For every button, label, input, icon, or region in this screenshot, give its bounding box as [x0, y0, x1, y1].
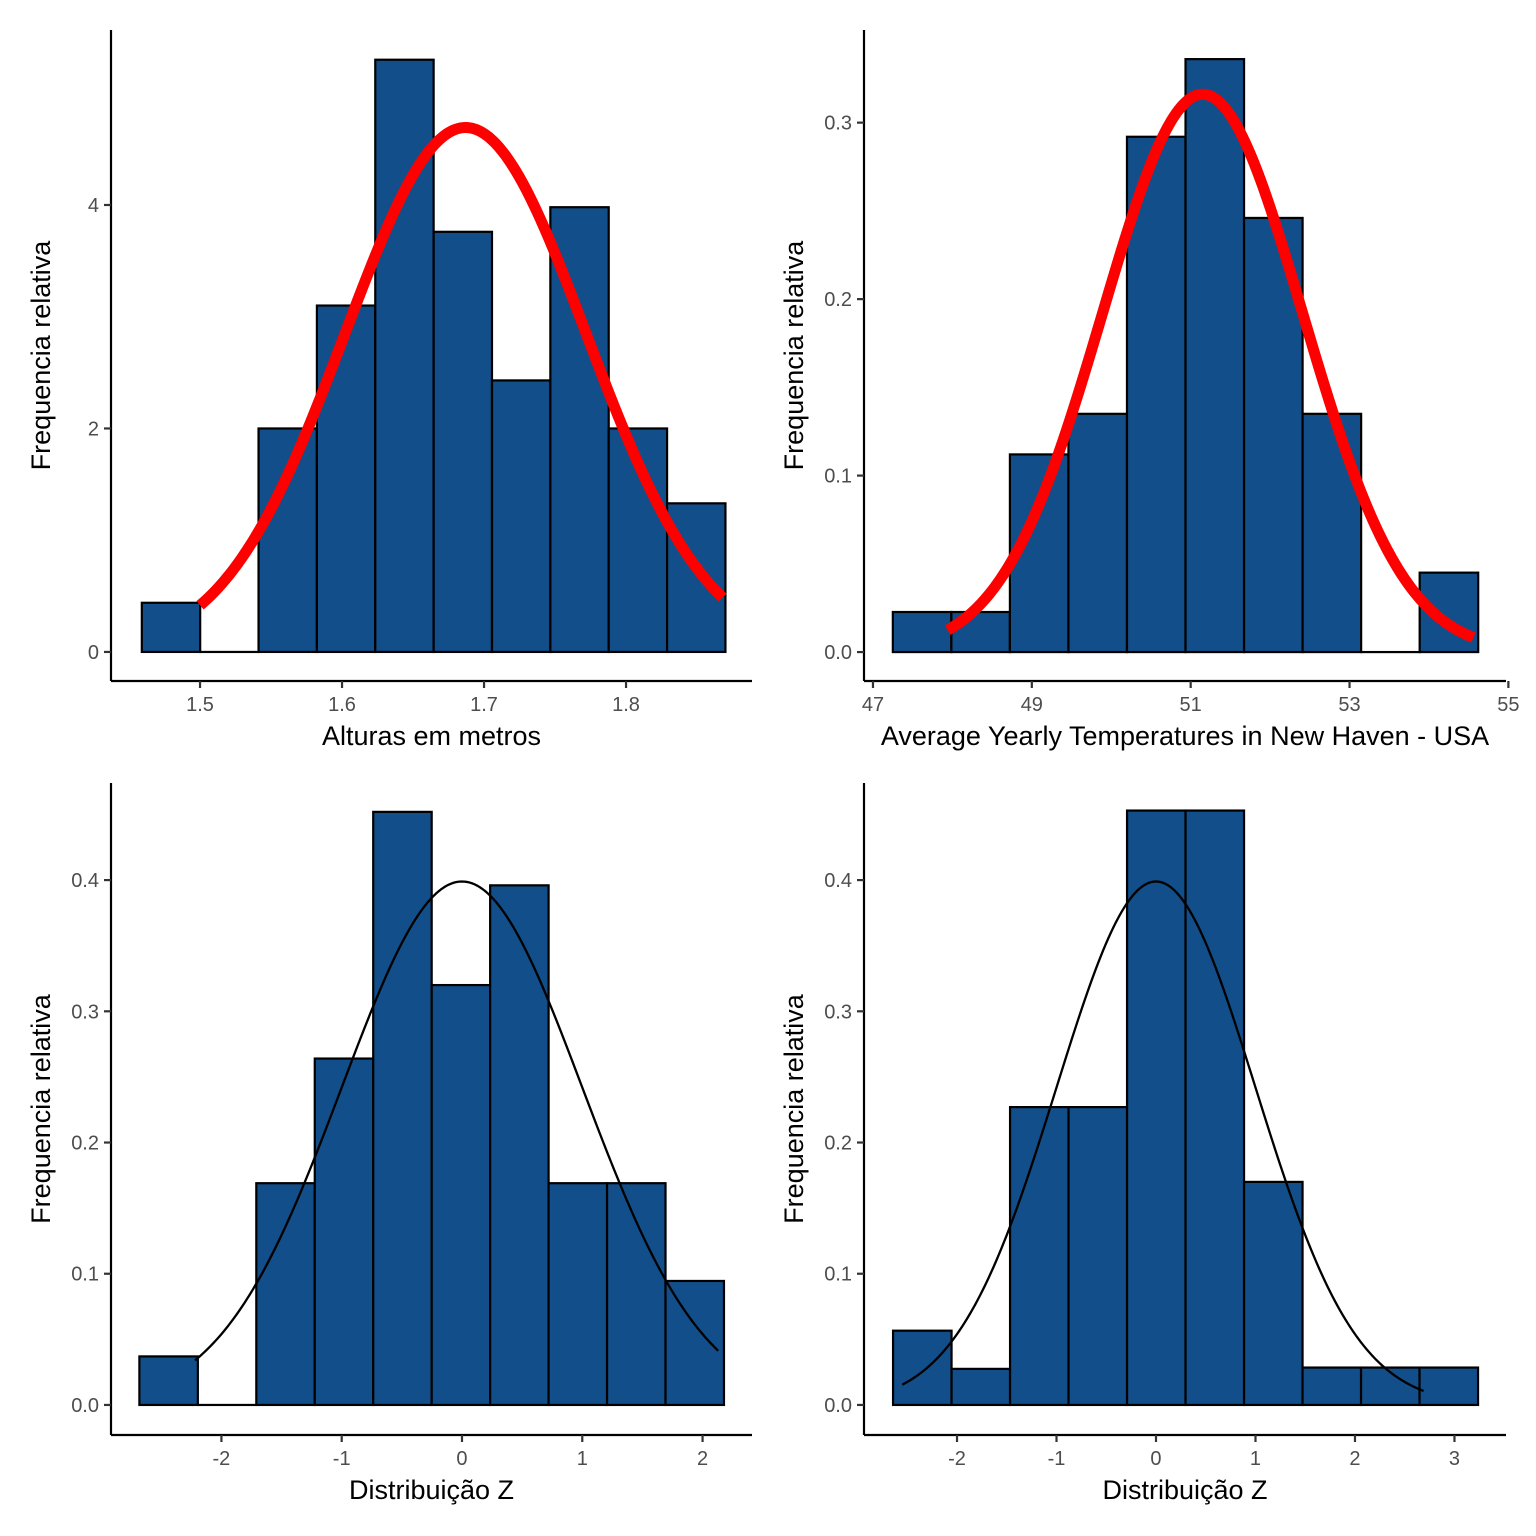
normal-density-curve	[194, 880, 720, 1362]
y-tick-label: 0.3	[71, 1001, 99, 1023]
histogram-bar	[547, 1182, 609, 1407]
x-tick-label: 3	[1449, 1448, 1460, 1470]
bars	[891, 58, 1480, 654]
histogram-bar	[1067, 1105, 1129, 1407]
x-tick-label: 51	[1180, 694, 1202, 716]
x-tick-label: -2	[948, 1448, 966, 1470]
histogram-panel-top-left: 1.5 1.6 1.7 1.8 0 2 4 Alturas em metros Frequenc…	[26, 30, 752, 751]
histogram-bar	[1359, 1366, 1421, 1407]
y-tick-label: 4	[88, 195, 99, 217]
y-tick-label: 0.2	[824, 1133, 852, 1155]
x-axis-title: Distribuição Z	[349, 1475, 514, 1505]
histogram-bar	[1008, 1105, 1070, 1407]
y-tick-label: 0.1	[71, 1264, 99, 1286]
histogram-bar	[1125, 135, 1187, 654]
x-tick-label: 0	[1150, 1448, 1161, 1470]
y-tick-label: 0.0	[824, 642, 852, 664]
bars	[140, 58, 727, 654]
x-tick-label: 55	[1497, 694, 1519, 716]
x-tick-label: -1	[1048, 1448, 1066, 1470]
y-axis-title: Frequencia relativa	[26, 993, 56, 1224]
normal-density-curve	[944, 88, 1477, 643]
x-tick-label: 2	[697, 1448, 708, 1470]
normal-density-curve	[196, 122, 727, 610]
x-tick-label: 2	[1349, 1448, 1360, 1470]
y-tick-label: 0.0	[71, 1395, 99, 1417]
x-tick-label: 53	[1338, 694, 1360, 716]
y-tick-label: 0.1	[824, 466, 852, 488]
y-tick-label: 0.2	[824, 289, 852, 311]
x-axis-title: Average Yearly Temperatures in New Haven…	[881, 721, 1489, 751]
histogram-bar	[664, 1279, 726, 1407]
histogram-bar	[432, 230, 494, 654]
x-tick-label: 1.8	[612, 694, 640, 716]
y-tick-label: 0.0	[824, 1395, 852, 1417]
histogram-panel-top-right: 47 49 51 53 55 0.0 0.1 0.2 0.3 Average Yearly Tem…	[779, 30, 1520, 751]
y-axis-title: Frequencia relativa	[779, 993, 809, 1224]
histogram-bar	[490, 379, 552, 654]
histogram-bar	[1301, 1366, 1363, 1407]
histogram-bar	[1301, 412, 1363, 654]
histogram-bar	[1418, 1366, 1480, 1407]
x-tick-label: -2	[213, 1448, 231, 1470]
histogram-panel-bottom-right: -2 -1 0 1 2 3 0.0 0.1 0.2 0.3 0.4 Distribuição Z Fre…	[779, 783, 1506, 1505]
y-axis-title: Frequencia relativa	[26, 240, 56, 471]
histogram-bar	[489, 884, 550, 1407]
normal-density-curve	[901, 880, 1425, 1392]
histogram-bar	[1242, 1180, 1304, 1407]
x-tick-label: 1.5	[186, 694, 214, 716]
x-tick-label: 1.7	[470, 694, 498, 716]
x-tick-label: 1	[577, 1448, 588, 1470]
histogram-bar	[1184, 809, 1246, 1407]
histogram-bar	[315, 304, 377, 654]
y-tick-label: 0.2	[71, 1133, 99, 1155]
x-tick-label: 0	[456, 1448, 467, 1470]
histogram-bar	[891, 1329, 953, 1407]
y-tick-label: 0.3	[824, 1001, 852, 1023]
x-tick-label: 49	[1021, 694, 1043, 716]
histogram-bar	[255, 1182, 316, 1407]
y-tick-label: 0.4	[824, 870, 852, 892]
histogram-bar	[605, 1182, 667, 1407]
x-tick-label: 1.6	[328, 694, 356, 716]
y-axis-title: Frequencia relativa	[779, 240, 809, 471]
x-tick-label: -1	[333, 1448, 351, 1470]
x-axis-title: Alturas em metros	[322, 721, 541, 751]
bars	[138, 810, 726, 1407]
histogram-bar	[1125, 809, 1187, 1407]
x-tick-label: 1	[1250, 1448, 1261, 1470]
histogram-panel-bottom-left: -2 -1 0 1 2 0.0 0.1 0.2 0.3 0.4 Distribuição Z Freq…	[26, 783, 752, 1505]
y-tick-label: 0.3	[824, 113, 852, 135]
histogram-bar	[313, 1057, 375, 1407]
histogram-bar	[1067, 412, 1129, 654]
histogram-bar	[140, 601, 202, 654]
y-tick-label: 0.4	[71, 870, 99, 892]
y-tick-label: 0.1	[824, 1264, 852, 1286]
histogram-bar	[138, 1355, 199, 1407]
histogram-bar	[950, 1367, 1012, 1407]
x-tick-label: 47	[862, 694, 884, 716]
y-tick-label: 2	[88, 418, 99, 440]
histogram-bar	[1184, 58, 1246, 654]
y-tick-label: 0	[88, 642, 99, 664]
histogram-bar	[665, 502, 727, 654]
bars	[891, 809, 1480, 1407]
histogram-bar	[891, 610, 953, 654]
histogram-bar	[430, 983, 492, 1407]
x-axis-title: Distribuição Z	[1102, 1475, 1267, 1505]
histogram-bar	[372, 810, 433, 1407]
histogram-bar	[549, 206, 610, 654]
